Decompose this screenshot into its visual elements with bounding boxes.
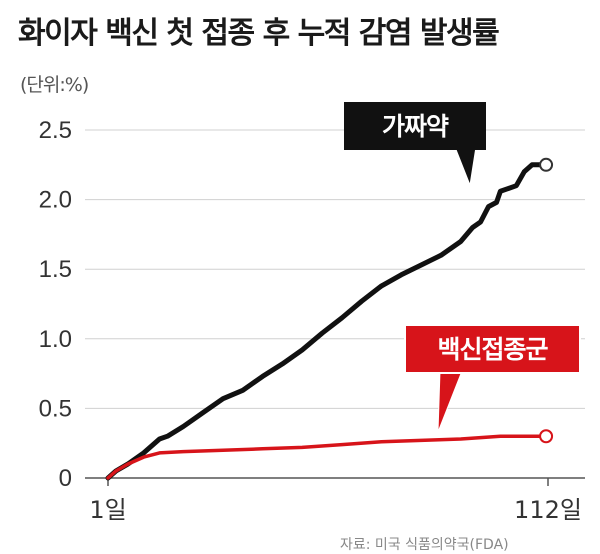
- series-lines: [105, 157, 554, 481]
- series-label: 가짜약: [382, 112, 449, 141]
- callout-box: [344, 102, 486, 150]
- callout-pointer: [437, 370, 463, 433]
- y-tick-label: 1.5: [39, 256, 72, 283]
- x-tick-label: 112일: [514, 496, 582, 524]
- source-footnote: 자료: 미국 식품의약국(FDA): [340, 537, 509, 553]
- series-line-vaccine: [106, 434, 542, 480]
- series-label: 백신접종군: [437, 335, 548, 364]
- y-tick-label: 0: [59, 465, 72, 492]
- callout-pointer: [454, 146, 477, 187]
- y-axis-ticks: 2.5 2.0 1.5 1.0 0.5 0: [39, 117, 72, 492]
- y-tick-label: 2.5: [39, 117, 72, 144]
- grid-lines: [85, 129, 585, 479]
- y-tick-label: 2.0: [39, 187, 72, 214]
- chart-title: 화이자 백신 첫 접종 후 누적 감염 발생률: [18, 16, 500, 51]
- unit-label: (단위:%): [20, 74, 89, 96]
- series-end-marker: [539, 157, 554, 172]
- y-tick-label: 0.5: [39, 395, 72, 422]
- y-tick-label: 1.0: [39, 326, 72, 353]
- series-line-placebo: [105, 162, 543, 481]
- x-axis-ticks: 1일 112일: [89, 478, 582, 524]
- x-tick-label: 1일: [89, 496, 126, 524]
- series-end-marker: [539, 429, 554, 444]
- callout-box: [404, 324, 581, 374]
